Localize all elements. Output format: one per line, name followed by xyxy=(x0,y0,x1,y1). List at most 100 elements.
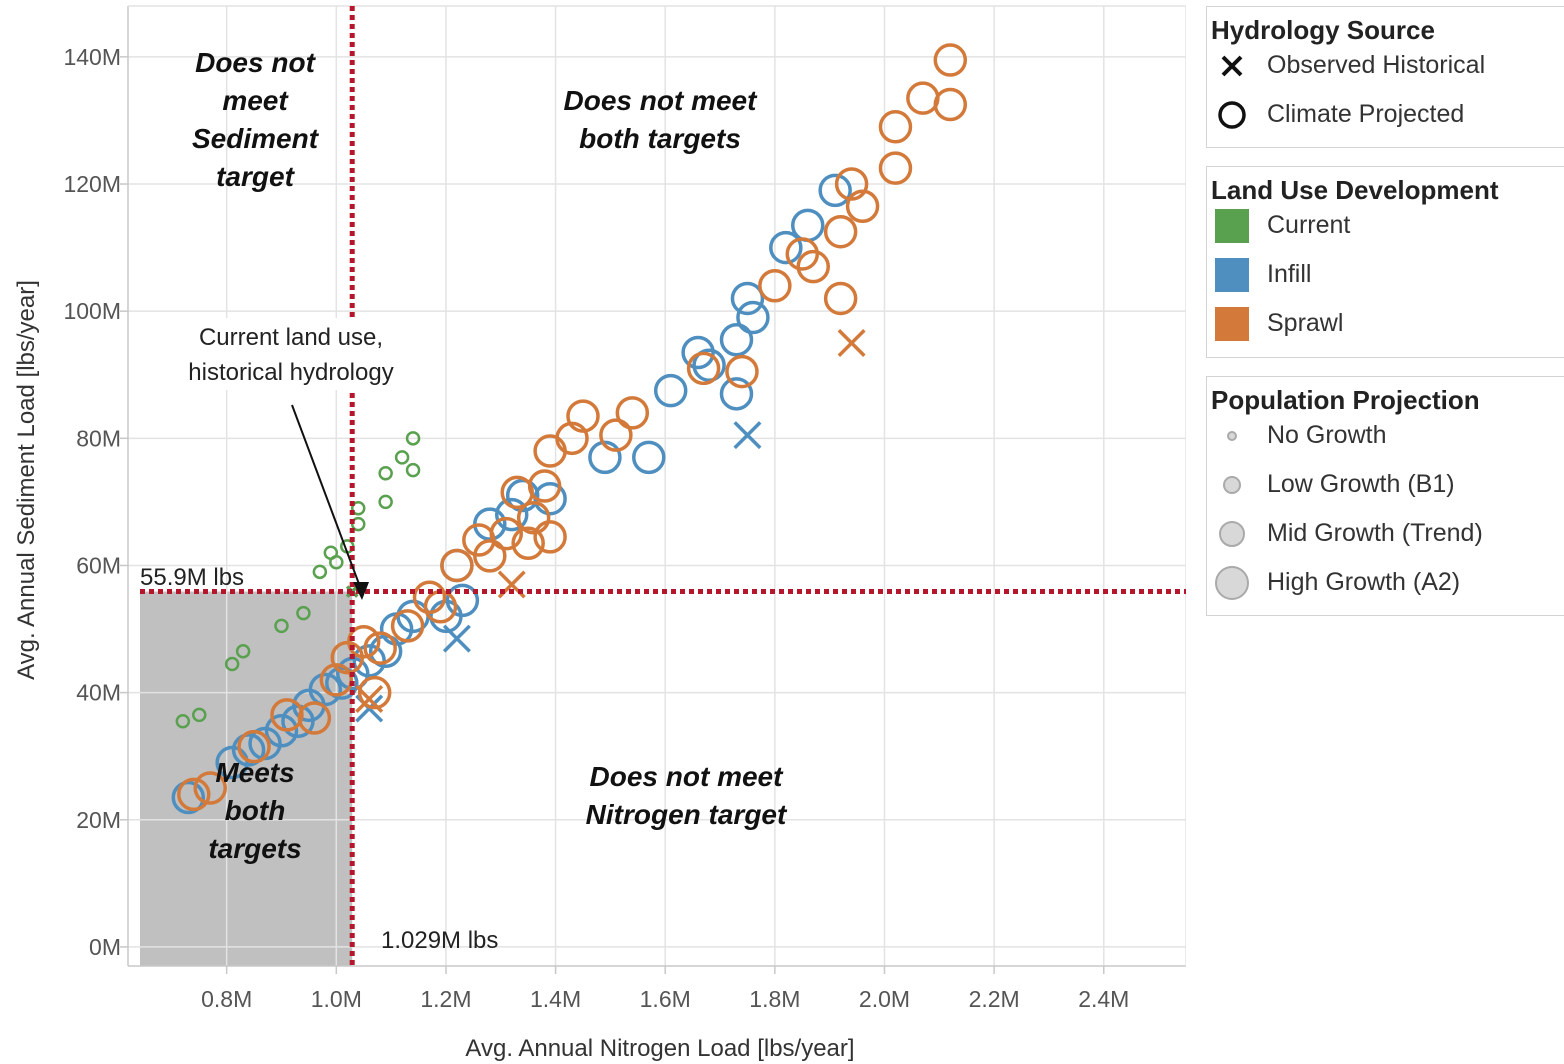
data-point-climate-projected xyxy=(533,520,567,554)
x-mark-stroke xyxy=(442,624,471,653)
data-point-climate-projected xyxy=(378,494,393,510)
annotation-arrow-line xyxy=(291,404,363,593)
data-point-climate-projected xyxy=(312,564,328,580)
axes: 0.8M 1.0M 1.2M 1.4M 1.6M 1.8M 2.0M 2.2M 2.4M 0M 20… xyxy=(63,5,1186,1012)
data-point-climate-projected xyxy=(533,434,567,468)
legend-item-sprawl[interactable]: Sprawl xyxy=(1207,299,1564,348)
data-point-climate-projected xyxy=(653,373,688,408)
nitrogen-target-label: 1.029M lbs xyxy=(381,927,498,954)
legend-item-low-growth[interactable]: Low Growth (B1) xyxy=(1207,460,1564,509)
data-point-climate-projected xyxy=(296,605,311,621)
y-tick-label: 80M xyxy=(76,425,121,451)
data-point-climate-projected xyxy=(473,539,507,573)
data-point-climate-projected xyxy=(264,714,299,748)
data-point-climate-projected xyxy=(171,780,206,815)
meets-both-targets-zone xyxy=(140,591,353,966)
color-swatch-icon xyxy=(1213,207,1251,245)
legend-population: Population Projection No Growth Low Grow… xyxy=(1206,376,1564,616)
legend-label: Climate Projected xyxy=(1267,100,1465,128)
data-point-climate-projected xyxy=(489,516,523,551)
data-point-climate-projected xyxy=(350,501,366,516)
data-point-observed-historical xyxy=(355,684,384,713)
data-point-climate-projected xyxy=(412,580,447,615)
x-tick-label: 1.8M xyxy=(749,986,800,1012)
circle-icon xyxy=(1213,466,1251,504)
zone-text: Does not meet xyxy=(564,85,759,116)
color-swatch-icon xyxy=(1213,305,1251,343)
data-point-climate-projected xyxy=(725,354,759,389)
data-point-climate-projected xyxy=(758,268,792,303)
data-point-observed-historical xyxy=(442,624,471,653)
legend-label: Mid Growth (Trend) xyxy=(1267,519,1483,547)
zone-text: Does not xyxy=(195,47,316,78)
data-point-climate-projected xyxy=(363,631,397,665)
zone-text: Nitrogen target xyxy=(586,799,788,830)
legend-label: No Growth xyxy=(1267,421,1387,449)
data-point-climate-projected xyxy=(235,644,251,659)
circle-outline-icon xyxy=(1213,96,1251,134)
data-point-climate-projected xyxy=(394,450,410,465)
legend-item-infill[interactable]: Infill xyxy=(1207,250,1564,299)
target-lines xyxy=(140,6,1186,966)
legend-title: Land Use Development xyxy=(1211,175,1499,205)
data-point-climate-projected xyxy=(177,777,211,812)
legend-title: Population Projection xyxy=(1211,385,1480,415)
data-point-observed-historical xyxy=(733,421,762,450)
data-point-climate-projected xyxy=(632,440,666,475)
data-point-climate-projected xyxy=(719,323,754,357)
legend-item-climate-projected[interactable]: Climate Projected xyxy=(1207,90,1564,139)
legend-label: Observed Historical xyxy=(1267,51,1486,79)
data-point-climate-projected xyxy=(588,440,622,475)
data-point-climate-projected xyxy=(237,729,271,764)
data-point-climate-projected xyxy=(785,237,820,271)
data-point-climate-projected xyxy=(505,478,540,513)
x-tick-label: 1.4M xyxy=(530,986,581,1012)
data-point-climate-projected xyxy=(719,377,754,411)
legend-item-mid-growth[interactable]: Mid Growth (Trend) xyxy=(1207,509,1564,558)
data-point-climate-projected xyxy=(796,249,830,284)
data-point-climate-projected xyxy=(390,609,425,643)
data-point-climate-projected xyxy=(878,151,913,185)
data-point-climate-projected xyxy=(615,396,650,430)
legend-item-observed-historical[interactable]: Observed Historical xyxy=(1207,41,1564,90)
legend-label: Infill xyxy=(1267,260,1312,288)
annotation-text: Current land use, xyxy=(199,324,383,351)
x-tick-label: 1.0M xyxy=(311,986,362,1012)
data-point-climate-projected xyxy=(769,230,803,265)
circle-icon xyxy=(1213,515,1251,553)
data-point-climate-projected xyxy=(933,87,968,122)
zone-label-bottom-left: Meets both targets xyxy=(208,757,301,864)
legend-item-high-growth[interactable]: High Growth (A2) xyxy=(1207,558,1564,607)
data-point-climate-projected xyxy=(791,208,825,243)
zone-text: Meets xyxy=(215,757,294,788)
legend-land-use: Land Use Development Current Infill Spra… xyxy=(1206,166,1564,358)
legend-title: Hydrology Source xyxy=(1211,15,1435,45)
data-point-climate-projected xyxy=(686,351,721,386)
data-point-climate-projected xyxy=(297,701,332,735)
x-tick-label: 1.2M xyxy=(420,986,471,1012)
x-tick-label: 1.6M xyxy=(640,986,691,1012)
x-tick-label: 0.8M xyxy=(201,986,252,1012)
y-axis-title: Avg. Annual Sediment Load [lbs/year] xyxy=(13,280,40,680)
data-point-climate-projected xyxy=(494,497,529,532)
data-point-climate-projected xyxy=(405,431,421,446)
x-mark-icon xyxy=(1213,47,1251,85)
x-tick-label: 2.2M xyxy=(969,986,1020,1012)
legend-label: Current xyxy=(1267,211,1351,239)
y-tick-label: 120M xyxy=(63,171,121,197)
y-tick-label: 0M xyxy=(89,934,121,960)
zone-text: Does not meet xyxy=(590,761,785,792)
data-point-climate-projected xyxy=(527,469,562,503)
x-mark-stroke xyxy=(355,694,384,723)
annotation-text: historical hydrology xyxy=(188,359,393,386)
x-mark-stroke xyxy=(733,421,762,450)
data-point-climate-projected xyxy=(368,634,403,669)
data-point-climate-projected xyxy=(818,173,852,208)
legend-item-current[interactable]: Current xyxy=(1207,201,1564,250)
data-point-climate-projected xyxy=(175,713,191,729)
legend-item-no-growth[interactable]: No Growth xyxy=(1207,411,1564,460)
data-point-climate-projected xyxy=(845,189,880,224)
color-swatch-icon xyxy=(1213,256,1251,294)
x-tick-label: 2.0M xyxy=(859,986,910,1012)
zone-text: Sediment xyxy=(192,123,320,154)
